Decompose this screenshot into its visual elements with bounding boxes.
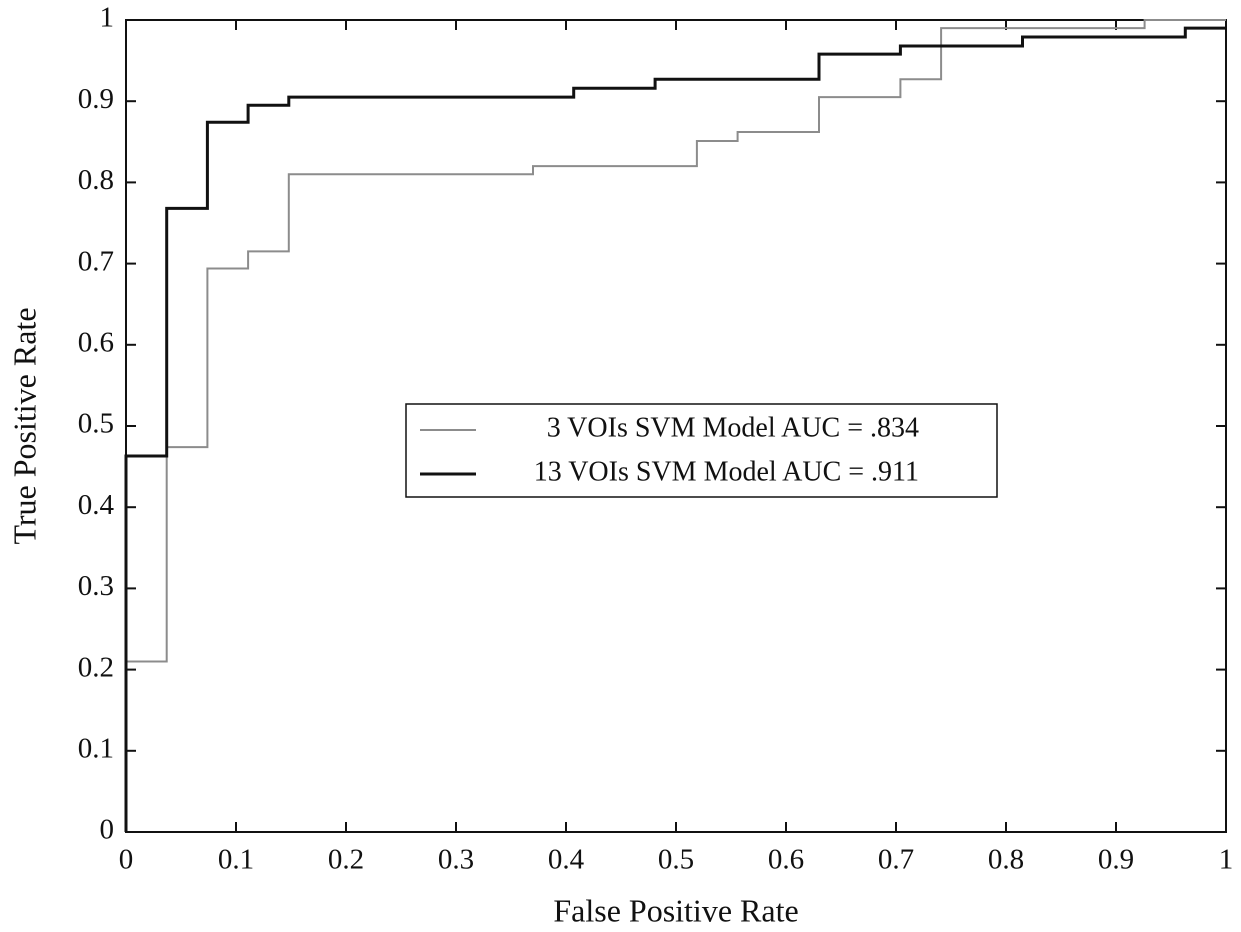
x-tick-label: 0	[119, 844, 134, 876]
y-tick-label: 0.7	[78, 245, 114, 277]
x-tick-label: 0.6	[768, 844, 804, 876]
y-axis-label: True Positive Rate	[6, 307, 42, 544]
x-tick-label: 0.3	[438, 844, 474, 876]
x-tick-label: 0.8	[988, 844, 1024, 876]
roc-curve	[125, 19, 1226, 832]
y-tick-label: 0	[100, 814, 115, 846]
y-tick-label: 0.2	[78, 651, 114, 683]
x-tick-label: 0.7	[878, 844, 914, 876]
x-tick-label: 0.1	[218, 844, 254, 876]
x-tick-label: 0.5	[658, 844, 694, 876]
x-tick-label: 0.2	[328, 844, 364, 876]
y-tick-label: 0.6	[78, 326, 114, 358]
y-tick-label: 0.8	[78, 164, 114, 196]
y-tick-label: 1	[100, 2, 115, 34]
y-tick-label: 0.9	[78, 83, 114, 115]
y-tick-label: 0.1	[78, 732, 114, 764]
x-tick-label: 0.4	[548, 844, 585, 876]
legend-box	[405, 403, 998, 498]
roc-curve	[124, 26, 1226, 832]
x-tick-label: 1	[1219, 844, 1234, 876]
x-axis-label: False Positive Rate	[553, 892, 798, 928]
y-tick-label: 0.3	[78, 570, 114, 602]
y-tick-label: 0.4	[78, 489, 115, 521]
legend-label: 13 VOIs SVM Model AUC = .911	[534, 456, 919, 487]
y-tick-label: 0.5	[78, 408, 114, 440]
legend-label: 3 VOIs SVM Model AUC = .834	[547, 412, 919, 443]
x-tick-label: 0.9	[1098, 844, 1134, 876]
